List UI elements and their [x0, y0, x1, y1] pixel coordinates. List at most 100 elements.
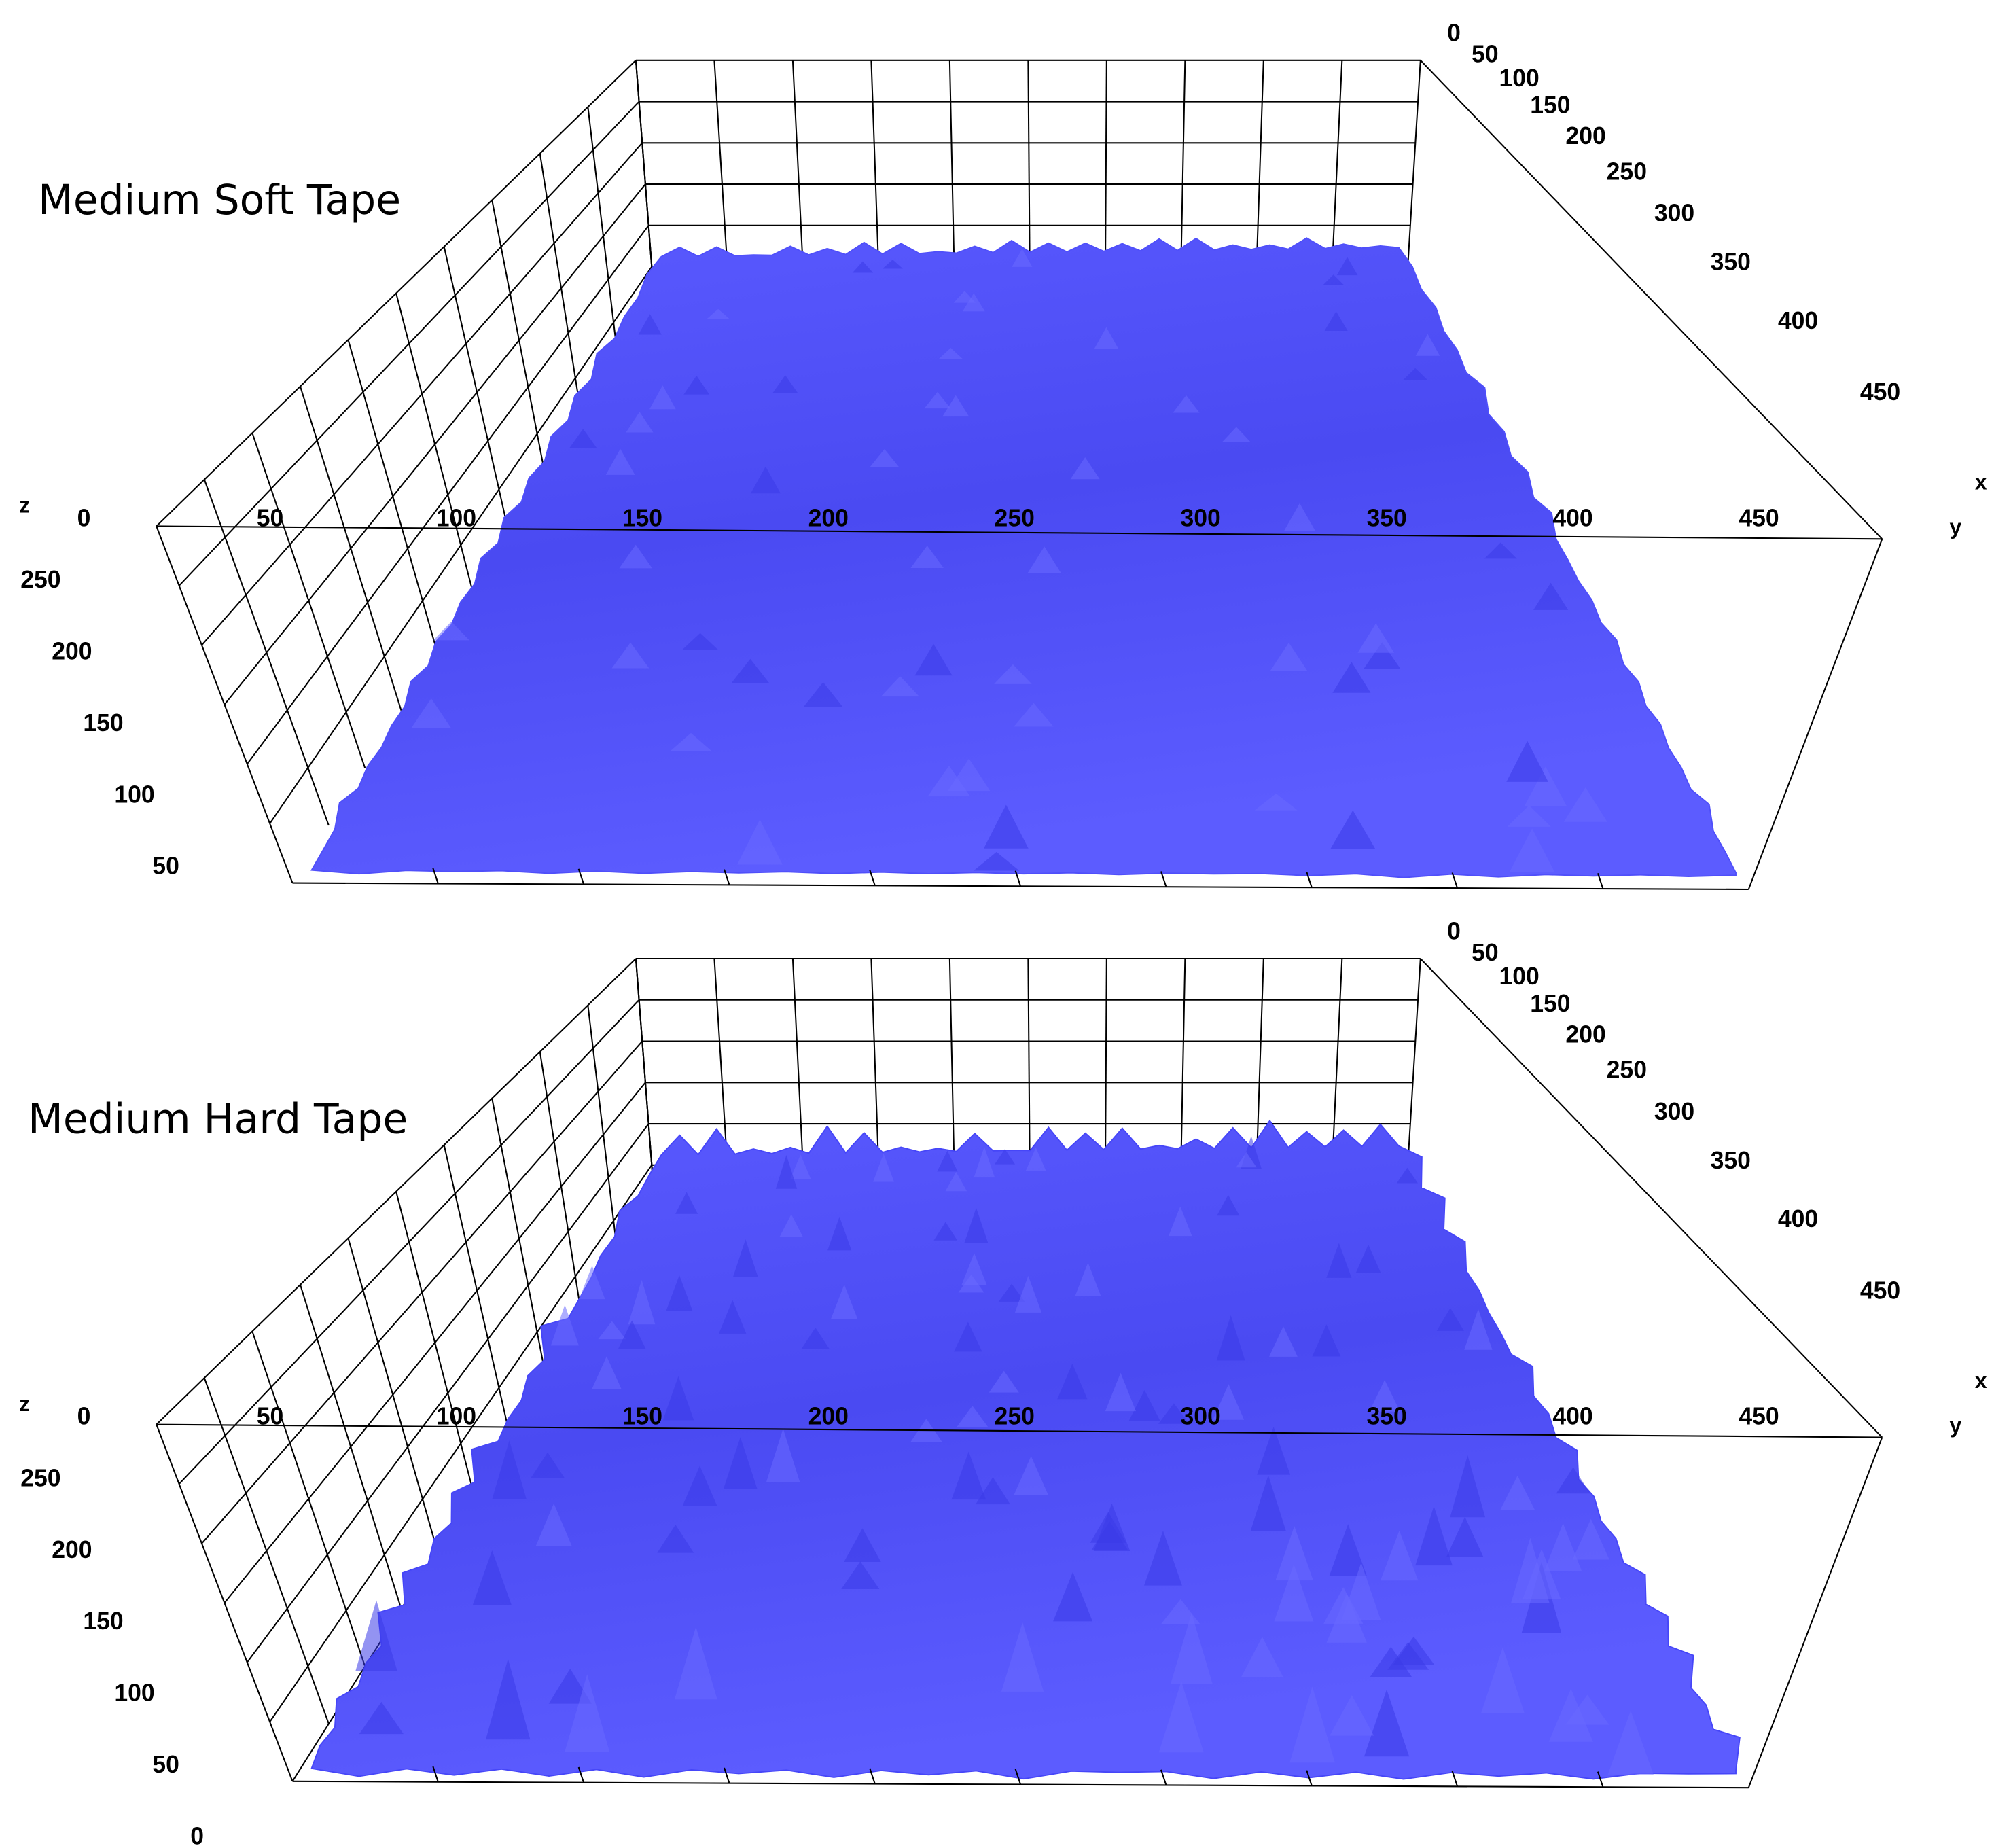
y-tick-label: 50	[257, 1403, 284, 1430]
surface-peak	[1369, 1380, 1400, 1412]
grid-line	[251, 432, 366, 768]
surface-peak	[569, 429, 597, 448]
surface-peak	[1484, 542, 1517, 559]
surface-peak	[951, 1451, 986, 1500]
surface-peak	[1357, 623, 1395, 653]
surface-peak	[1241, 1637, 1283, 1677]
surface-peak	[1105, 1372, 1137, 1412]
surface-peak	[1464, 1309, 1493, 1350]
surface-peak	[486, 1658, 531, 1740]
surface-peak	[1500, 1475, 1535, 1510]
surface-peak	[611, 642, 649, 669]
surface-peak	[1323, 274, 1345, 285]
grid-line	[491, 1098, 547, 1379]
surface-peak	[772, 375, 798, 394]
y-tick-label: 450	[1739, 504, 1779, 531]
surface-peak	[1075, 1262, 1101, 1296]
y-tick-label: 0	[77, 1403, 91, 1430]
axis-label: z	[19, 1391, 30, 1416]
axis-label: y	[1949, 515, 1961, 539]
y-tick-label: 250	[995, 1403, 1035, 1430]
surface-peak	[433, 621, 469, 641]
surface-peak	[942, 395, 969, 417]
surface-peak	[1158, 1681, 1204, 1753]
y-tick-label: 350	[1366, 504, 1406, 531]
surface-peak	[1330, 1694, 1374, 1736]
surface-peak	[1544, 1523, 1582, 1571]
surface-peak	[994, 664, 1032, 684]
surface-peak	[1370, 1646, 1412, 1677]
x-tick-label: 300	[1654, 1098, 1694, 1125]
surface-peak	[579, 1265, 605, 1300]
surface-peak	[1027, 546, 1061, 573]
surface-peak	[1393, 1636, 1435, 1665]
surface-peak	[1446, 1516, 1484, 1557]
z-tick-label: 0	[190, 1822, 204, 1848]
surface-peak	[1509, 828, 1555, 873]
surface-peak	[683, 375, 710, 395]
axis-label: x	[1975, 469, 1987, 494]
surface-peak	[359, 1701, 404, 1735]
surface-peak	[766, 1428, 800, 1482]
surface-peak	[1283, 503, 1316, 531]
surface-peak	[1254, 793, 1298, 811]
tick-mark	[1597, 873, 1604, 889]
surface-peak	[1173, 395, 1200, 413]
surface-peak	[827, 1216, 852, 1251]
z-tick-label: 200	[52, 637, 92, 664]
surface-peak	[1506, 741, 1548, 782]
grid-line	[443, 1145, 511, 1437]
tick-mark	[724, 1767, 730, 1783]
surface-peak	[1289, 1686, 1335, 1763]
y-tick-label: 150	[622, 504, 662, 531]
surface-peak	[565, 1674, 610, 1752]
x-tick-label: 400	[1778, 307, 1818, 334]
surface-peak	[626, 412, 654, 433]
x-tick-label: 300	[1654, 199, 1694, 226]
surface-peak	[974, 1147, 995, 1178]
tick-mark	[432, 1766, 439, 1783]
x-tick-label: 250	[1607, 158, 1647, 185]
surface-peak	[1565, 1694, 1609, 1725]
y-tick-label: 300	[1181, 504, 1221, 531]
surface-peak	[657, 1525, 694, 1553]
surface-peak	[707, 308, 730, 319]
x-tick-label: 0	[1447, 19, 1461, 46]
z-tick-label: 250	[20, 1464, 60, 1491]
z-tick-label: 150	[83, 709, 123, 736]
surface-peak	[550, 1304, 579, 1346]
surface-peak	[1001, 1622, 1044, 1692]
surface-peak	[1169, 1206, 1192, 1237]
grid-line	[347, 339, 438, 654]
x-tick-label: 100	[1499, 963, 1539, 990]
x-tick-label: 150	[1530, 990, 1570, 1017]
grid-line	[443, 246, 511, 539]
x-tick-label: 400	[1778, 1205, 1818, 1232]
surface-peak	[1524, 766, 1567, 807]
axis-edge	[156, 1424, 293, 1782]
surface-peak	[1014, 1456, 1048, 1495]
surface-peak	[1213, 1384, 1245, 1420]
grid-line	[539, 1051, 584, 1321]
surface-peak	[492, 1440, 527, 1499]
tick-mark	[1014, 1769, 1022, 1785]
grid-line	[395, 1191, 475, 1494]
surface-peak	[937, 1150, 958, 1172]
surface-peak	[1014, 1275, 1042, 1313]
x-tick-label: 250	[1607, 1056, 1647, 1084]
surface-peak	[737, 819, 783, 865]
surface-peak	[933, 1222, 958, 1241]
surface-peak	[1415, 334, 1440, 356]
axis-edge	[156, 526, 293, 883]
surface-peak	[1363, 642, 1401, 669]
surface-peak	[844, 1528, 881, 1563]
y-tick-label: 450	[1739, 1403, 1779, 1430]
surface-peak	[1217, 1194, 1240, 1216]
grid-line	[347, 1238, 438, 1552]
surface-peak	[1556, 1467, 1590, 1494]
surface-peak	[548, 1669, 592, 1704]
surface-peak	[1144, 1531, 1182, 1586]
axis-label: z	[19, 493, 30, 517]
surface-peak	[1522, 1548, 1561, 1600]
surface-peak	[938, 348, 963, 359]
